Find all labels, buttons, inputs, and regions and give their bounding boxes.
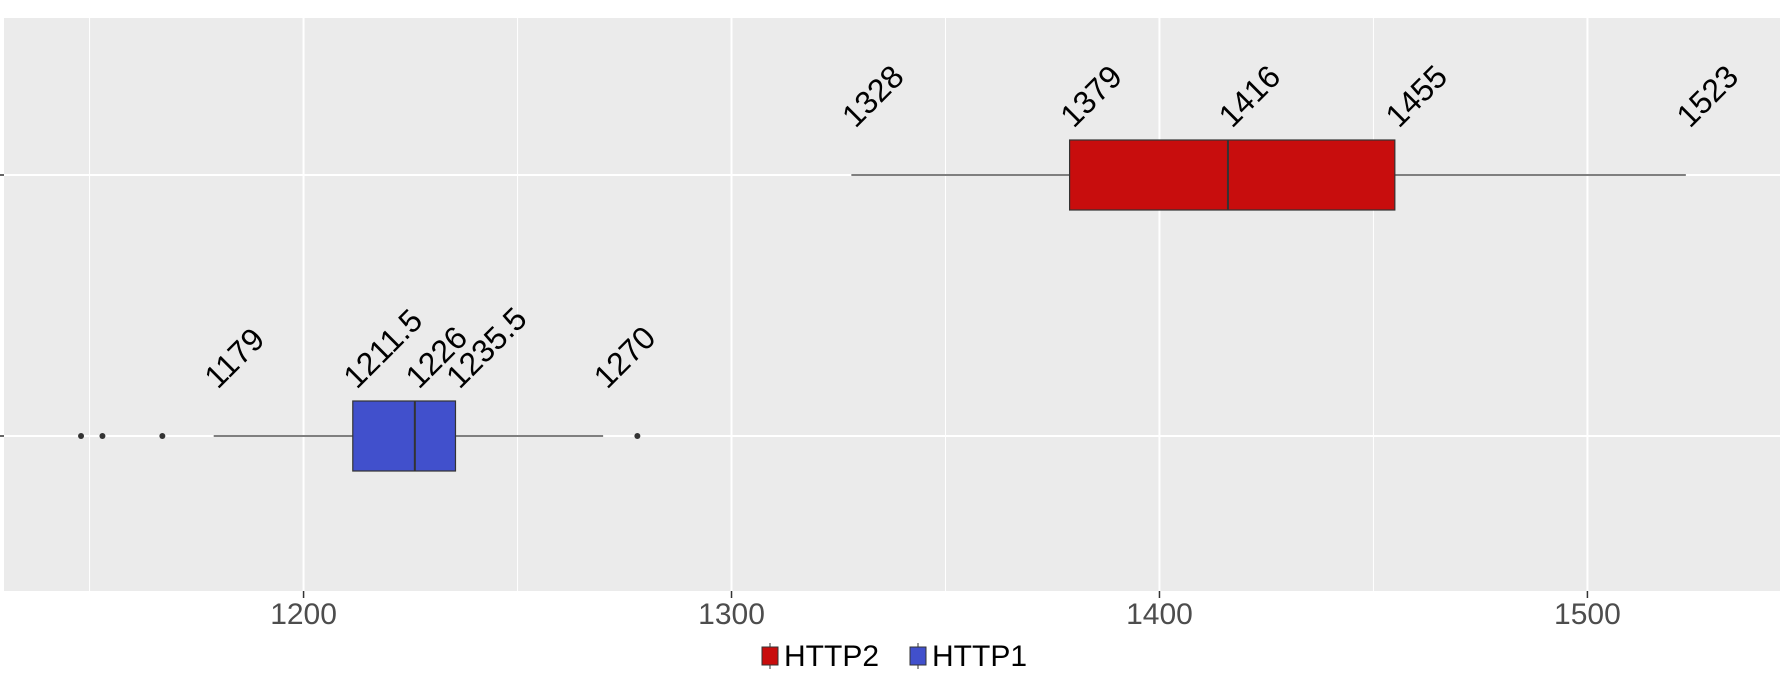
legend-item-http2: HTTP2 bbox=[761, 640, 879, 673]
legend-key bbox=[761, 646, 779, 666]
box-http2 bbox=[851, 139, 1686, 211]
plot-panel bbox=[4, 18, 1780, 591]
x-tick-label: 1200 bbox=[270, 598, 337, 631]
axis-ticks bbox=[0, 174, 1589, 598]
outlier-point bbox=[159, 433, 166, 439]
x-tick-label: 1500 bbox=[1554, 598, 1621, 631]
iqr-box bbox=[1068, 139, 1396, 211]
outlier-point bbox=[99, 433, 106, 439]
boxes bbox=[78, 139, 1686, 472]
x-tick-label: 1400 bbox=[1126, 598, 1193, 631]
outlier-point bbox=[634, 433, 641, 439]
legend-key bbox=[909, 646, 927, 666]
x-tick-label: 1300 bbox=[698, 598, 765, 631]
legend: HTTP2 HTTP1 bbox=[761, 640, 1027, 673]
x-axis-tick-labels: 1200 1300 1400 1500 bbox=[270, 598, 1621, 631]
legend-label: HTTP1 bbox=[932, 640, 1027, 673]
legend-label: HTTP2 bbox=[784, 640, 879, 673]
iqr-box bbox=[352, 400, 457, 472]
legend-item-http1: HTTP1 bbox=[909, 640, 1027, 673]
outlier-point bbox=[78, 433, 85, 439]
box-http1 bbox=[78, 400, 641, 472]
